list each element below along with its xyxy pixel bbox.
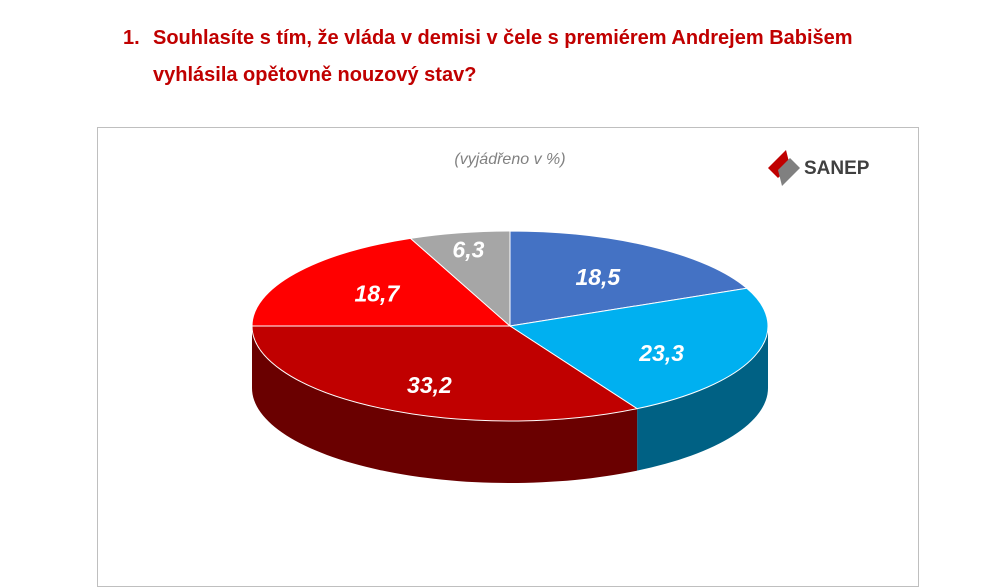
logo-icon <box>768 150 800 186</box>
chart-title: Souhlasíte s tím, že vláda v demisi v če… <box>153 27 853 86</box>
logo-text: SANEP <box>804 158 870 179</box>
data-label: 18,7 <box>354 280 400 306</box>
question-number: 1. <box>123 27 140 49</box>
page: 1. Souhlasíte s tím, že vláda v demisi v… <box>97 20 919 587</box>
slice <box>508 287 769 410</box>
data-label: 23,3 <box>638 340 684 366</box>
data-label: 18,5 <box>575 264 621 290</box>
slice <box>409 230 511 328</box>
slice <box>251 325 639 422</box>
question: 1. Souhlasíte s tím, že vláda v demisi v… <box>123 20 883 94</box>
slice-side <box>637 326 768 471</box>
chart: (vyjádřeno v %) SANEP 18,5 23,3 33,2 18,7 6,… <box>251 150 870 483</box>
chart-subtitle: (vyjádřeno v %) <box>454 151 565 168</box>
data-label: 6,3 <box>452 237 484 263</box>
data-label: 33,2 <box>407 372 452 398</box>
slice <box>509 230 748 327</box>
slice-side <box>252 326 638 483</box>
slice <box>251 237 512 327</box>
